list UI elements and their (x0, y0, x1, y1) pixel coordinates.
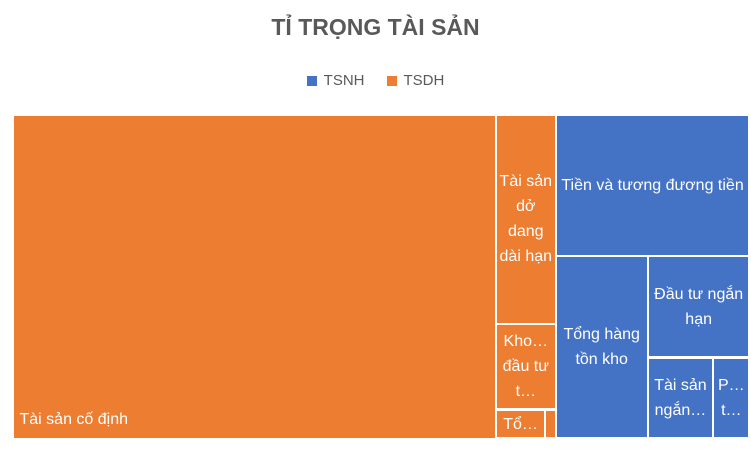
legend-item: TSDH (386, 72, 445, 89)
tile-label: Tài sản dở dang dài hạn (499, 173, 553, 266)
tile: P… t… (713, 357, 750, 439)
tile: Đầu tư ngắn hạn (647, 255, 750, 358)
legend: TSNH TSDH (0, 72, 751, 89)
legend-swatch (306, 75, 317, 86)
tile-label: Tài sản cố định (19, 410, 129, 428)
tile: Tài sản dở dang dài hạn (495, 114, 556, 325)
tile: Tài sản cố định (12, 114, 496, 439)
legend-label: TSDH (403, 72, 445, 89)
chart-title: TỈ TRỌNG TÀI SẢN (271, 14, 480, 40)
tile (545, 409, 556, 439)
tile-label: Tổ… (503, 415, 538, 433)
legend-item: TSNH (306, 72, 365, 89)
tile: Tổng hàng tồn kho (555, 255, 648, 439)
tile: Tổ… (495, 409, 546, 439)
tile-label: Kho… đầu tư t… (502, 333, 549, 401)
tile-label: Đầu tư ngắn hạn (654, 285, 744, 328)
tile: Tiền và tương đương tiền (555, 114, 750, 256)
tile-label: P… t… (717, 376, 745, 419)
tile-label: Tổng hàng tồn kho (563, 326, 640, 368)
tile-label: Tiền và tương đương tiền (561, 176, 744, 194)
legend-label: TSNH (323, 72, 365, 89)
tile: Tài sản ngắn… (647, 357, 714, 439)
tile-label: Tài sản ngắn… (654, 376, 707, 419)
legend-swatch (386, 75, 397, 86)
tile: Kho… đầu tư t… (495, 324, 556, 410)
